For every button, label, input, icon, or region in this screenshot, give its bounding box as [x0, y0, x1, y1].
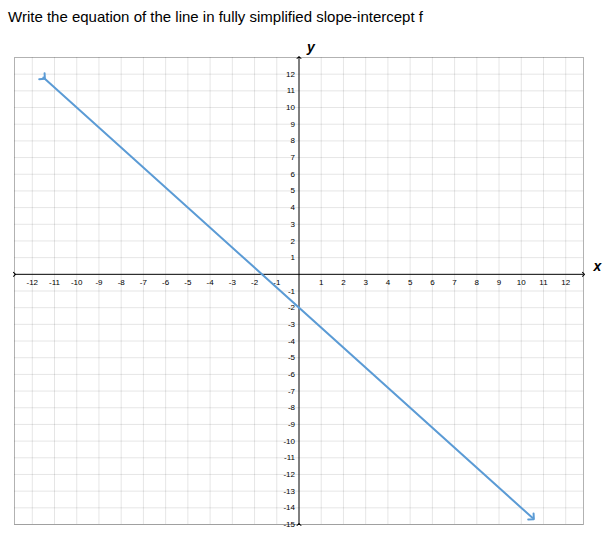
svg-text:-10: -10	[283, 437, 295, 446]
svg-text:-11: -11	[49, 278, 61, 287]
svg-text:6: 6	[430, 278, 435, 287]
svg-text:2: 2	[341, 278, 346, 287]
svg-text:-2: -2	[251, 278, 259, 287]
svg-text:3: 3	[291, 220, 296, 229]
svg-text:-5: -5	[184, 278, 192, 287]
svg-text:1: 1	[319, 278, 324, 287]
svg-text:-2: -2	[287, 303, 295, 313]
svg-text:y: y	[306, 39, 316, 55]
svg-text:-3: -3	[229, 278, 237, 287]
html-text:Write the equation of the line: Write the equation of the line in fully …	[8, 8, 423, 25]
svg-text:-14: -14	[283, 503, 295, 512]
svg-text:9: 9	[497, 278, 502, 287]
svg-text:-4: -4	[207, 278, 215, 287]
svg-text:5: 5	[291, 186, 296, 195]
svg-text:-8: -8	[118, 278, 126, 287]
svg-text:x: x	[593, 258, 603, 274]
svg-text:8: 8	[475, 278, 480, 287]
svg-text:12: 12	[561, 278, 570, 287]
svg-text:-5: -5	[288, 353, 296, 362]
svg-text:10: 10	[286, 103, 295, 112]
svg-text:4: 4	[386, 278, 391, 287]
svg-text:8: 8	[291, 136, 296, 145]
svg-text:-3: -3	[288, 320, 296, 329]
svg-text:-11: -11	[284, 453, 296, 462]
svg-text:-13: -13	[283, 487, 295, 496]
svg-text:1: 1	[291, 253, 296, 262]
svg-text:-6: -6	[288, 370, 296, 379]
svg-text:-12: -12	[27, 278, 39, 287]
svg-text:-1: -1	[288, 287, 296, 296]
svg-text:7: 7	[452, 278, 457, 287]
svg-text:3: 3	[363, 278, 368, 287]
svg-text:4: 4	[291, 203, 296, 212]
svg-text:-15: -15	[283, 520, 295, 529]
svg-text:-12: -12	[283, 470, 295, 479]
svg-text:-7: -7	[140, 278, 148, 287]
svg-text:7: 7	[291, 153, 296, 162]
svg-text:10: 10	[517, 278, 526, 287]
svg-text:-10: -10	[71, 278, 83, 287]
svg-text:11: 11	[287, 86, 296, 95]
svg-text:2: 2	[291, 237, 296, 246]
svg-text:-6: -6	[162, 278, 170, 287]
svg-text:-4: -4	[288, 337, 296, 346]
svg-text:11: 11	[539, 278, 548, 287]
svg-text:-9: -9	[288, 420, 296, 429]
svg-text:-8: -8	[288, 403, 296, 412]
svg-text:9: 9	[291, 120, 296, 129]
svg-text:6: 6	[291, 170, 296, 179]
svg-text:12: 12	[286, 70, 295, 79]
svg-text:5: 5	[408, 278, 413, 287]
svg-text:-9: -9	[95, 278, 103, 287]
svg-text:-1: -1	[273, 277, 281, 287]
svg-text:-7: -7	[288, 387, 296, 396]
